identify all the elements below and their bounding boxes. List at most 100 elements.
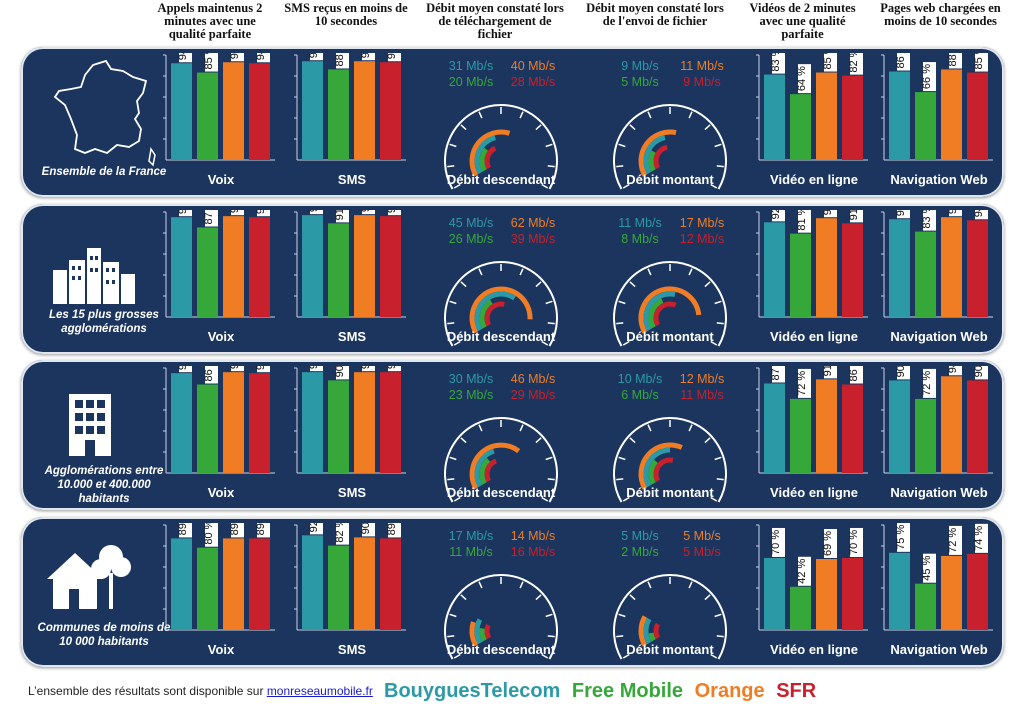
gauge-tick: [449, 300, 457, 305]
data-label-bg: [772, 53, 785, 74]
segment-row: Ensemble de la France 94 % 85 % 95 % 94 % Voi…: [21, 47, 1004, 197]
legend-sfr: SFR: [776, 680, 817, 702]
data-label: 88 %: [334, 53, 346, 66]
gauge-arc-bouygues: [474, 618, 483, 645]
gauge-arc-bouygues: [643, 447, 671, 488]
gauge-tick: [618, 613, 626, 618]
gauge-tick: [629, 437, 636, 444]
gauge-tick: [519, 268, 524, 276]
bar-orange: [941, 217, 962, 317]
gauge-dial: [444, 261, 558, 347]
speed-label-sfr: 5 Mb/s: [683, 545, 721, 559]
data-label-bg: [949, 210, 962, 217]
bar-sfr: [967, 220, 988, 317]
column-header: SMS reçus en moins de 10 secondes: [284, 1, 408, 28]
gauge-arc-bouygues: [643, 135, 666, 175]
data-label: 66 %: [921, 64, 933, 89]
bar-free: [790, 398, 811, 473]
data-label: 97 %: [177, 210, 189, 214]
gauge-tick: [710, 183, 718, 189]
gauge-tick: [460, 281, 467, 288]
bar-orange: [223, 538, 244, 630]
data-label-bg: [897, 210, 910, 219]
gauge-tick: [545, 613, 553, 618]
data-label-bg: [850, 53, 863, 75]
speed-label-bouygues: 9 Mb/s: [621, 59, 659, 73]
gauge-tick: [622, 340, 630, 346]
gauge-arc-orange: [638, 286, 702, 334]
data-label-bg: [850, 366, 863, 384]
data-label: 89 %: [386, 523, 398, 535]
data-label-bg: [798, 210, 811, 233]
gauge-tick: [629, 124, 636, 131]
gauge-arc-sfr: [653, 457, 674, 483]
chart-title: SMS: [338, 172, 367, 187]
bar-bouygues: [171, 373, 192, 473]
data-label: 89 %: [177, 523, 189, 535]
gauge-arc-orange: [638, 129, 677, 177]
data-label-bg: [923, 62, 936, 92]
data-label: 88 %: [947, 53, 959, 66]
data-label: 85 %: [822, 53, 834, 70]
bar-orange: [816, 72, 837, 160]
gauge-tick: [453, 340, 461, 346]
bar-sfr: [842, 75, 863, 160]
gauge-tick: [714, 143, 722, 148]
data-label-bg: [179, 523, 192, 538]
speed-label-bouygues: 30 Mb/s: [449, 372, 493, 386]
gauge-arc-free: [479, 628, 487, 642]
gauge-arc-orange: [638, 442, 683, 490]
data-label-bg: [310, 53, 323, 61]
gauge-arc-free: [479, 457, 491, 485]
data-label-bg: [824, 53, 837, 72]
gauge-arc-free: [648, 298, 664, 329]
data-label-bg: [205, 366, 218, 384]
data-label-bg: [923, 210, 936, 231]
bar-orange: [354, 537, 375, 630]
segment-label: Les 15 plus grosses agglomérations: [49, 309, 159, 335]
footer-link[interactable]: monreseaumobile.fr: [266, 684, 373, 698]
data-label-bg: [362, 210, 375, 215]
speed-label-sfr: 39 Mb/s: [511, 232, 555, 246]
chart-title: Vidéo en ligne: [770, 485, 858, 500]
gauge-tick: [618, 300, 626, 305]
gauge-tick: [688, 111, 693, 119]
data-label: 91 %: [822, 366, 834, 376]
data-label: 98 %: [308, 366, 320, 369]
data-label: 90 %: [334, 366, 346, 377]
data-label-bg: [388, 366, 401, 372]
segment-label: Ensemble de la France: [41, 166, 167, 178]
data-label: 98 %: [229, 210, 241, 213]
voix-bar-chart: 89 % 80 % 89 % 89 % Voix: [163, 523, 275, 657]
gauge-tick: [714, 613, 722, 618]
data-label-bg: [949, 525, 962, 555]
gauge-tick: [453, 653, 461, 659]
gauge-tick: [460, 594, 467, 601]
gauge-tick: [710, 653, 718, 659]
download-speed-gauge: 45 Mb/s 62 Mb/s 26 Mb/s 39 Mb/s Débit descen…: [444, 216, 558, 347]
data-label-bg: [897, 53, 910, 71]
bar-sfr: [967, 72, 988, 160]
data-label: 91 %: [848, 210, 860, 220]
data-label-bg: [257, 366, 270, 373]
data-label-bg: [362, 366, 375, 372]
data-label: 74 %: [973, 526, 985, 551]
gauge-arc-sfr: [653, 144, 668, 170]
bar-bouygues: [171, 63, 192, 160]
gauge-arc-free: [479, 299, 493, 329]
gauge-tick: [545, 456, 553, 461]
speed-label-orange: 5 Mb/s: [683, 529, 721, 543]
gauge-dial: [444, 417, 558, 503]
chart-title: SMS: [338, 329, 367, 344]
data-label-bg: [310, 523, 323, 535]
data-label: 89 %: [229, 523, 241, 535]
bar-bouygues: [764, 222, 785, 317]
gauge-title: Débit descendant: [447, 642, 556, 657]
data-label: 83 %: [770, 53, 782, 72]
bar-sfr: [249, 538, 270, 630]
data-label: 92 %: [308, 523, 320, 532]
bar-free: [197, 227, 218, 317]
speed-label-sfr: 16 Mb/s: [511, 545, 555, 559]
chart-title: Navigation Web: [890, 329, 987, 344]
gauge-tick: [716, 322, 724, 325]
